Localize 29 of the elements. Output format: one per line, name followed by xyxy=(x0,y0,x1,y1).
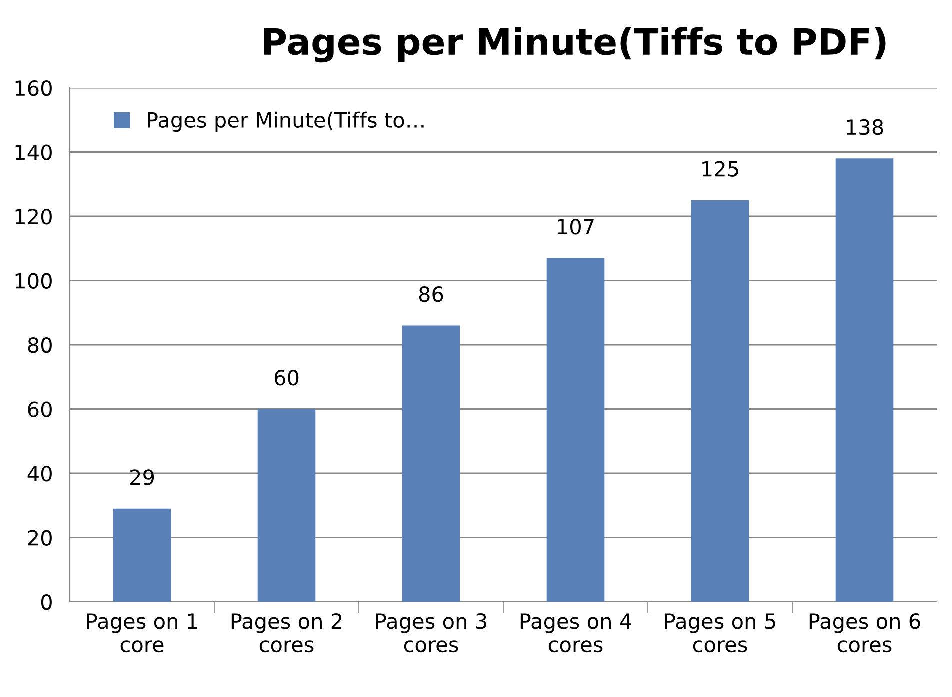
legend-label: Pages per Minute(Tiffs to… xyxy=(148,112,424,132)
data-label: 125 xyxy=(702,161,738,177)
bar xyxy=(113,508,172,602)
data-label: 107 xyxy=(558,219,594,235)
data-label: 138 xyxy=(847,119,884,136)
y-tick-label: 80 xyxy=(28,337,52,354)
bar xyxy=(836,158,894,602)
chart-title: Pages per Minute(Tiffs to PDF) xyxy=(264,27,886,63)
x-tick-label: Pages on 2 cores xyxy=(232,613,342,653)
y-tick-label: 100 xyxy=(16,273,52,289)
y-tick-label: 0 xyxy=(41,594,52,610)
bar xyxy=(258,409,316,602)
bar xyxy=(402,326,460,602)
x-tick-label: Pages on 1 core xyxy=(87,614,198,653)
y-tick-label: 140 xyxy=(16,144,52,160)
x-tick-label: Pages on 3 cores xyxy=(376,613,486,653)
data-label: 60 xyxy=(274,370,299,386)
x-tick-label: Pages on 5 cores xyxy=(665,614,776,653)
data-label: 86 xyxy=(419,286,444,302)
y-tick-label: 60 xyxy=(28,402,52,418)
x-tick-label: Pages on 6 cores xyxy=(810,613,920,653)
y-tick-label: 40 xyxy=(28,466,52,482)
bar xyxy=(691,200,750,602)
x-tick-label: Pages on 4 cores xyxy=(520,614,632,653)
bar xyxy=(546,258,605,602)
data-label: 29 xyxy=(130,470,154,486)
y-tick-label: 20 xyxy=(28,530,52,546)
y-tick-label: 160 xyxy=(16,80,52,96)
y-tick-label: 120 xyxy=(16,208,52,225)
